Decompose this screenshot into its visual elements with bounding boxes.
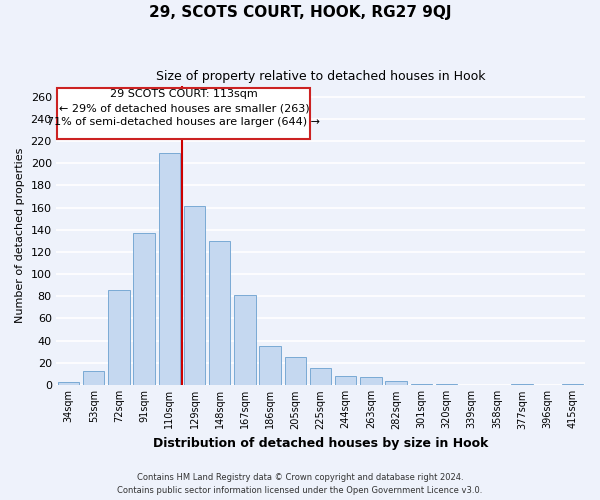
Bar — [133, 233, 155, 385]
Text: 29 SCOTS COURT: 113sqm
← 29% of detached houses are smaller (263)
71% of semi-de: 29 SCOTS COURT: 113sqm ← 29% of detached… — [47, 90, 320, 128]
Bar — [57, 88, 310, 139]
Bar — [385, 380, 407, 385]
Bar — [83, 370, 104, 385]
Title: Size of property relative to detached houses in Hook: Size of property relative to detached ho… — [156, 70, 485, 83]
Text: Contains HM Land Registry data © Crown copyright and database right 2024.
Contai: Contains HM Land Registry data © Crown c… — [118, 474, 482, 495]
Bar — [108, 290, 130, 385]
Bar — [209, 241, 230, 385]
Bar — [284, 358, 306, 385]
Bar — [184, 206, 205, 385]
Bar — [360, 377, 382, 385]
Bar — [259, 346, 281, 385]
Bar — [511, 384, 533, 385]
Y-axis label: Number of detached properties: Number of detached properties — [15, 148, 25, 323]
Bar — [410, 384, 432, 385]
Bar — [436, 384, 457, 385]
X-axis label: Distribution of detached houses by size in Hook: Distribution of detached houses by size … — [153, 437, 488, 450]
Bar — [335, 376, 356, 385]
Bar — [310, 368, 331, 385]
Bar — [158, 153, 180, 385]
Bar — [234, 295, 256, 385]
Text: 29, SCOTS COURT, HOOK, RG27 9QJ: 29, SCOTS COURT, HOOK, RG27 9QJ — [149, 5, 451, 20]
Bar — [562, 384, 583, 385]
Bar — [58, 382, 79, 385]
